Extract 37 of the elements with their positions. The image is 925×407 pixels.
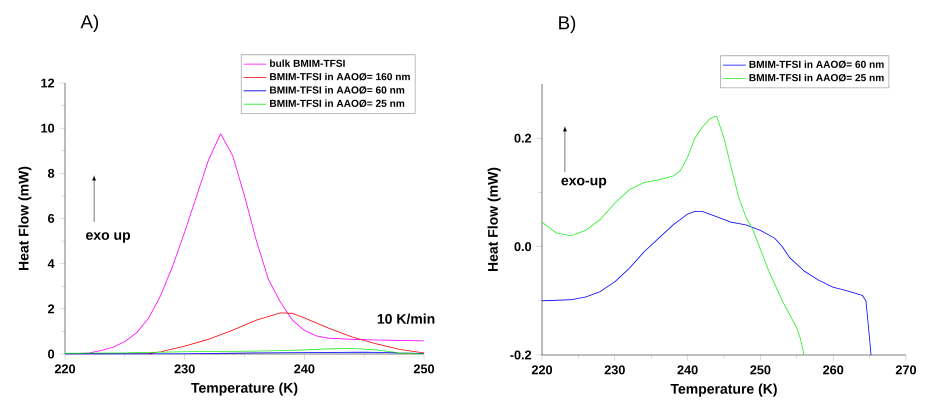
- legend-label: BMIM-TFSI in AAOØ= 25 nm: [750, 74, 884, 82]
- x-tick-label: 260: [823, 365, 844, 374]
- y-tick-label: 2: [48, 304, 54, 314]
- y-axis-title: Heat Flow (mW): [488, 168, 501, 272]
- legend-label: BMIM-TFSI in AAOØ= 60 nm: [750, 60, 884, 68]
- y-tick-label: 10: [41, 124, 54, 133]
- x-tick-label: 250: [750, 365, 770, 374]
- annotation: exo up: [86, 232, 130, 243]
- chart-title: A): [80, 14, 98, 32]
- line-series: [542, 210, 872, 356]
- y-tick-label: 6: [48, 214, 54, 223]
- annotation: 10 K/min: [378, 314, 434, 324]
- legend-label: BMIM-TFSI in AAOØ= 160 nm: [270, 72, 410, 81]
- y-tick-label: 0.2: [514, 134, 532, 143]
- x-tick-label: 270: [896, 365, 916, 374]
- legend-label: BMIM-TFSI in AAOØ= 25 nm: [270, 100, 404, 108]
- x-axis-title: Temperature (K): [191, 382, 298, 396]
- y-tick-label: 8: [48, 168, 54, 178]
- y-tick-label: 0: [48, 350, 54, 358]
- y-tick-label: 12: [41, 78, 54, 88]
- legend-label: BMIM-TFSI in AAOØ= 60 nm: [270, 86, 404, 94]
- x-axis-title: Temperature (K): [670, 384, 777, 397]
- y-tick-label: -0.2: [510, 350, 532, 360]
- chart-title: B): [559, 16, 576, 34]
- x-tick-label: 240: [294, 364, 314, 374]
- legend-label: bulk BMIM-TFSI: [270, 59, 345, 67]
- line-series: [542, 116, 804, 356]
- y-axis-title: Heat Flow (mW): [18, 166, 32, 270]
- x-tick-label: 250: [414, 364, 434, 374]
- x-tick-label: 230: [174, 364, 195, 374]
- y-tick-label: 0.0: [514, 242, 532, 252]
- x-tick-label: 240: [677, 365, 698, 374]
- x-tick-label: 220: [54, 364, 76, 374]
- x-tick-label: 230: [604, 365, 625, 374]
- x-tick-label: 220: [532, 365, 552, 374]
- annotation: exo-up: [561, 178, 606, 188]
- y-tick-label: 4: [48, 259, 55, 268]
